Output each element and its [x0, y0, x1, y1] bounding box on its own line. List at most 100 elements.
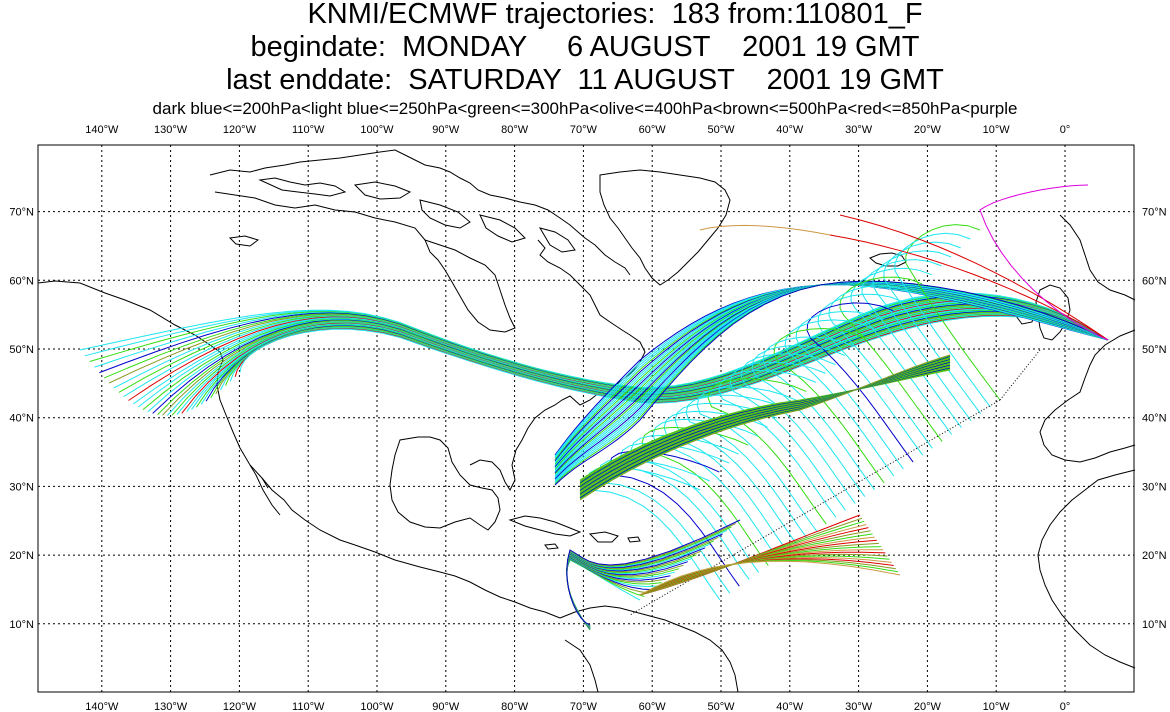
coast-puerto-rico: [627, 536, 641, 543]
coast-arctic-canada: [214, 191, 426, 241]
trajectory-central-atlantic: [883, 241, 982, 415]
trajectory-central-atlantic: [817, 293, 924, 456]
pressure-color-legend: dark blue<=200hPa<light blue<=250hPa<gre…: [152, 99, 1018, 118]
latitude-labels-right: 70°N 60°N 50°N 40°N 30°N 20°N 10°N: [1142, 207, 1167, 631]
lon-label-top: 60°W: [639, 124, 667, 136]
coast-baja: [249, 464, 281, 516]
coast-na-west: [37, 280, 356, 546]
trajectory-central-atlantic: [762, 336, 875, 490]
lat-label-right: 10°N: [1142, 619, 1167, 631]
title-line-1: KNMI/ECMWF trajectories: 183 from:110801…: [307, 0, 923, 30]
lon-label-top: 120°W: [223, 124, 257, 136]
lon-label-top: 80°W: [501, 124, 529, 136]
lat-label-left: 60°N: [9, 275, 34, 287]
lon-label-top: 50°W: [707, 124, 735, 136]
lat-label-left: 70°N: [9, 207, 34, 219]
trajectory-central-atlantic: [674, 402, 798, 546]
trajectory-start-line: [629, 399, 1001, 616]
lon-label-top: 110°W: [292, 124, 325, 136]
latitude-labels-left: 70°N 60°N 50°N 40°N 30°N 20°N 10°N: [9, 207, 34, 631]
coast-greenland: [599, 169, 731, 286]
lon-label-top: 70°W: [570, 124, 598, 136]
coast-africa: [1037, 469, 1136, 669]
coast-hudson-bay: [424, 239, 516, 333]
longitude-labels-bottom: 140°W 130°W 120°W 110°W 100°W 90°W 80°W 70°W 60°…: [85, 701, 1070, 712]
lon-label-bottom: 110°W: [292, 701, 325, 712]
trajectory-central-atlantic: [828, 285, 933, 449]
coast-arctic-islands-5: [479, 214, 526, 243]
trajectory-lines: [79, 184, 1109, 631]
lon-label-bottom: 130°W: [154, 701, 188, 712]
trajectory-arctic: [829, 234, 1109, 341]
trajectory-arctic: [839, 214, 1109, 341]
coast-cuba: [508, 515, 582, 537]
coast-south-america-inner: [564, 639, 599, 693]
trajectory-caribbean: [566, 519, 741, 626]
trajectory-central-atlantic: [685, 394, 808, 539]
lat-label-right: 60°N: [1142, 275, 1167, 287]
map-border: [37, 144, 1135, 693]
lon-label-top: 20°W: [914, 124, 942, 136]
lon-label-bottom: 80°W: [501, 701, 529, 712]
coast-jamaica: [544, 543, 559, 550]
lon-label-top: 0°: [1060, 124, 1071, 136]
coast-south-america: [559, 605, 739, 693]
lat-label-right: 40°N: [1142, 413, 1167, 425]
lon-label-bottom: 10°W: [983, 701, 1011, 712]
trajectory-central-atlantic: [707, 378, 827, 525]
lat-label-left: 40°N: [9, 413, 34, 425]
trajectory-eastward-tropical: [639, 560, 901, 596]
trajectory-central-atlantic: [751, 345, 866, 497]
lat-label-right: 70°N: [1142, 207, 1167, 219]
trajectory-central-atlantic: [806, 302, 914, 463]
lon-label-top: 40°W: [776, 124, 804, 136]
lat-label-right: 20°N: [1142, 550, 1167, 562]
coast-hispaniola: [588, 531, 619, 543]
coast-arctic-islands-6: [228, 235, 260, 247]
lon-label-top: 140°W: [85, 124, 119, 136]
coast-arctic-islands-7: [538, 227, 576, 253]
trajectory-central-atlantic: [773, 327, 885, 484]
trajectory-mid-atlantic: [579, 354, 951, 501]
lat-label-left: 20°N: [9, 550, 34, 562]
trajectory-central-atlantic: [740, 353, 856, 504]
trajectory-atlantic-loop: [554, 280, 1109, 486]
title-line-3: last enddate: SATURDAY 11 AUGUST 2001 19…: [226, 64, 944, 96]
lat-label-left: 10°N: [9, 619, 34, 631]
lat-label-left: 50°N: [9, 344, 34, 356]
lon-label-top: 130°W: [154, 124, 188, 136]
trajectory-central-atlantic: [718, 369, 837, 518]
lon-label-bottom: 60°W: [639, 701, 667, 712]
trajectory-arctic-brown: [699, 224, 831, 236]
coast-arctic-islands-2: [258, 177, 347, 197]
trajectory-eastward-tropical: [639, 559, 898, 596]
trajectory-central-atlantic: [729, 361, 846, 511]
title-line-2: begindate: MONDAY 6 AUGUST 2001 19 GMT: [250, 31, 920, 63]
coast-gulf-mexico: [389, 436, 501, 531]
coast-canada-east: [537, 239, 646, 381]
lon-label-bottom: 140°W: [85, 701, 119, 712]
lon-label-top: 100°W: [360, 124, 394, 136]
lat-label-right: 50°N: [1142, 344, 1167, 356]
coast-us-east: [469, 379, 623, 492]
map-frame: [37, 144, 1135, 693]
longitude-labels-top: 140°W 130°W 120°W 110°W 100°W 90°W 80°W 70°W 60°…: [85, 124, 1070, 136]
coast-iberia-france: [1039, 329, 1136, 463]
lon-label-top: 10°W: [983, 124, 1011, 136]
trajectory-central-atlantic: [905, 224, 1001, 401]
lon-label-bottom: 30°W: [845, 701, 873, 712]
lon-label-bottom: 120°W: [223, 701, 257, 712]
trajectory-arctic-purple: [979, 184, 1109, 341]
lon-label-bottom: 90°W: [432, 701, 460, 712]
coast-arctic-islands-1: [209, 149, 631, 276]
coast-arctic-islands-4: [419, 199, 471, 229]
lon-label-top: 90°W: [432, 124, 460, 136]
trajectory-start-line: [999, 349, 1041, 401]
lon-label-bottom: 70°W: [570, 701, 598, 712]
coast-norway: [1059, 214, 1136, 301]
coast-mexico-central-america: [354, 544, 561, 619]
trajectory-central-atlantic: [861, 259, 962, 428]
trajectory-caribbean: [566, 526, 732, 626]
